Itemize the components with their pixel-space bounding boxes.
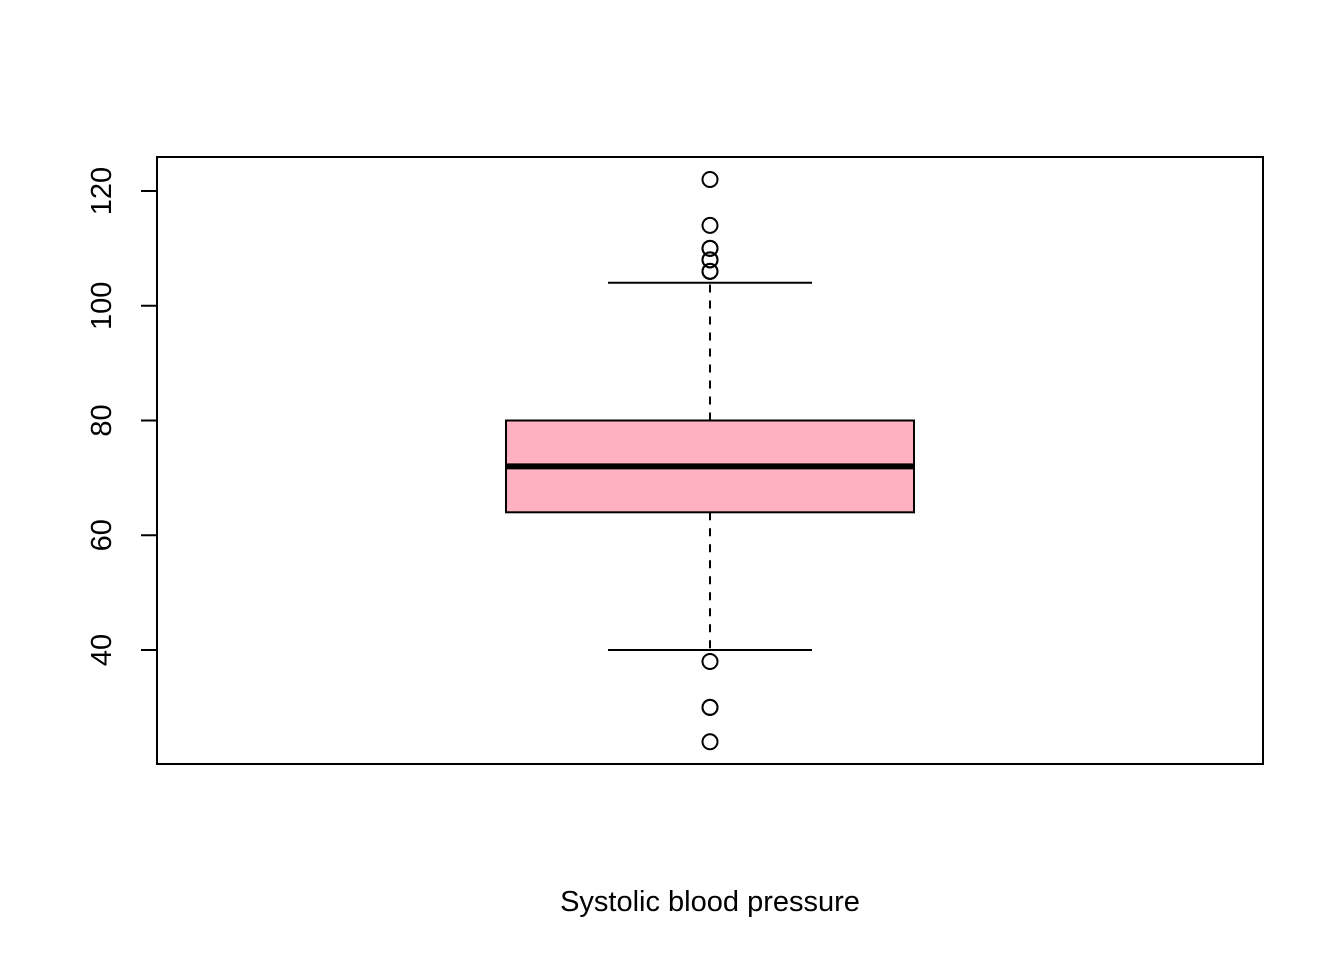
outlier-point bbox=[701, 652, 719, 670]
box-marks bbox=[505, 171, 915, 751]
y-tick-label: 40 bbox=[86, 634, 118, 666]
outlier-point bbox=[701, 251, 719, 269]
y-axis: 40 60 80 100 120 bbox=[86, 167, 158, 666]
outlier-point bbox=[701, 171, 719, 189]
y-tick-label: 120 bbox=[86, 167, 118, 215]
outlier-point bbox=[701, 239, 719, 257]
outlier-point bbox=[701, 216, 719, 234]
outlier-point bbox=[701, 733, 719, 751]
x-axis-label: Systolic blood pressure bbox=[560, 886, 860, 918]
y-tick-label: 100 bbox=[86, 282, 118, 330]
outlier-point bbox=[701, 262, 719, 280]
y-tick-label: 60 bbox=[86, 519, 118, 551]
y-tick-label: 80 bbox=[86, 404, 118, 436]
outlier-point bbox=[701, 698, 719, 716]
